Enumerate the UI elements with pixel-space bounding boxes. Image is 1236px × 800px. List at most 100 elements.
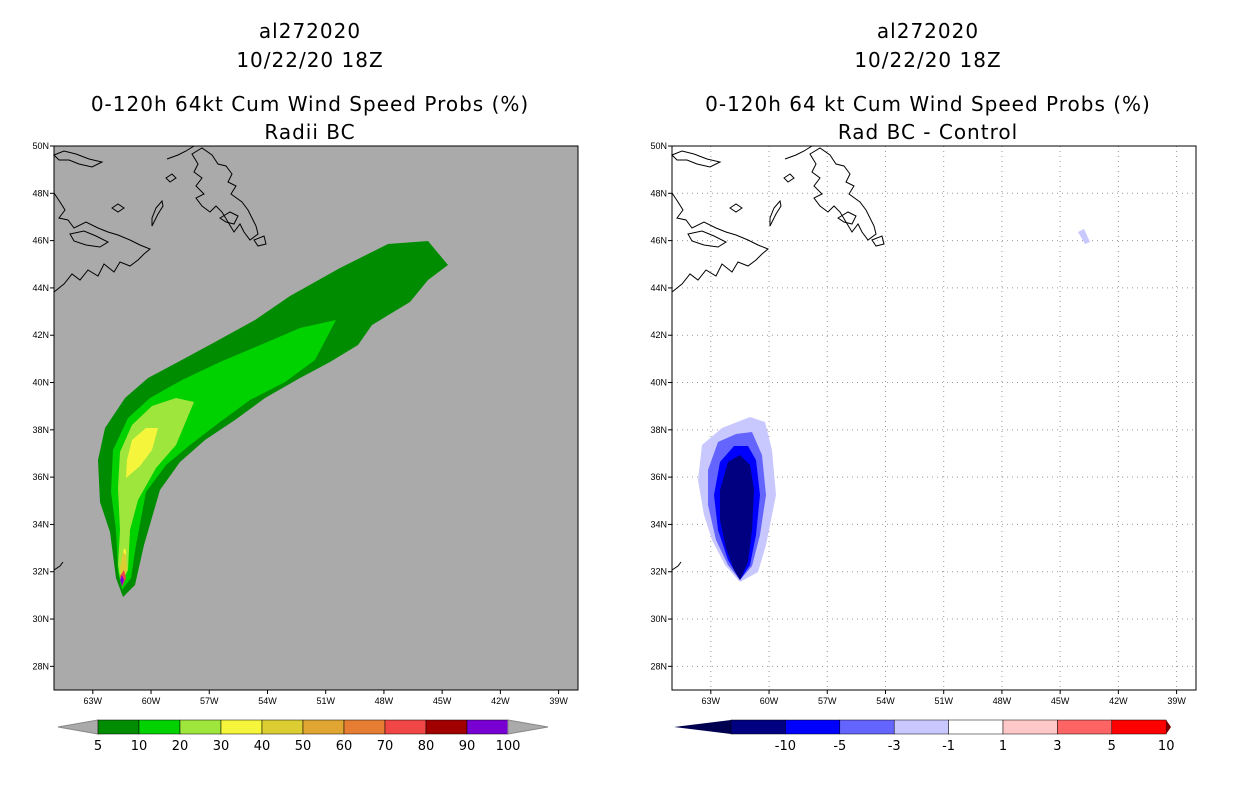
y-tick-label: 32N xyxy=(32,567,49,577)
x-tick-label: 60W xyxy=(142,696,161,706)
colorbar-swatch xyxy=(302,719,345,735)
probability-field xyxy=(98,241,448,597)
coastline-segment xyxy=(191,147,259,241)
y-tick-label: 42N xyxy=(32,330,49,340)
x-tick-label: 48W xyxy=(993,696,1012,706)
colorbar-label: 50 xyxy=(295,739,312,754)
colorbar: -10 -5 -3 -1 1 3 5 10 xyxy=(674,719,1175,754)
chart-subtitle: Rad BC - Control xyxy=(838,120,1018,144)
y-tick-label: 38N xyxy=(650,425,667,435)
date-label: 10/22/20 18Z xyxy=(236,48,383,72)
colorbar-swatch xyxy=(1111,719,1167,735)
colorbar-label: 90 xyxy=(459,739,476,754)
x-tick-label: 42W xyxy=(491,696,510,706)
colorbar-underflow xyxy=(674,720,731,734)
colorbar-swatch xyxy=(466,719,509,735)
y-tick-label: 36N xyxy=(32,472,49,482)
date-label: 10/22/20 18Z xyxy=(854,48,1001,72)
y-tick-label: 42N xyxy=(650,330,667,340)
y-tick-label: 50N xyxy=(32,141,49,151)
colorbar-label: 80 xyxy=(418,739,435,754)
colorbar-label: 10 xyxy=(131,739,148,754)
y-tick-label: 50N xyxy=(650,141,667,151)
map-frame xyxy=(53,145,579,691)
colorbar-swatch xyxy=(839,719,895,735)
contour-30 xyxy=(121,428,158,580)
coastline-segment xyxy=(783,173,795,183)
y-tick-label: 38N xyxy=(32,425,49,435)
x-tick-label: 45W xyxy=(433,696,452,706)
colorbar-label: 10 xyxy=(1158,739,1175,754)
map-background xyxy=(672,146,1196,690)
y-tick-label: 30N xyxy=(650,614,667,624)
y-tick-label: 46N xyxy=(650,236,667,246)
y-tick-label: 44N xyxy=(32,283,49,293)
colorbar-label: 100 xyxy=(496,739,521,754)
y-tick-label: 48N xyxy=(32,188,49,198)
coastline-segment xyxy=(219,211,239,225)
contour-90 xyxy=(120,575,124,586)
y-tick-label: 44N xyxy=(650,283,667,293)
y-tick-label: 34N xyxy=(32,519,49,529)
colorbar-swatch xyxy=(730,719,786,735)
map-frame xyxy=(671,145,1197,691)
colorbar-swatch xyxy=(425,719,468,735)
coastline xyxy=(53,145,267,571)
coastline-segment xyxy=(151,199,164,227)
x-tick-label: 39W xyxy=(549,696,568,706)
coastline-segment xyxy=(111,203,125,213)
y-tick-labels: 28N 30N 32N 34N 36N 38N 40N 42N 44N 46N 48N 50N xyxy=(32,141,54,671)
coastline-segment xyxy=(53,150,104,168)
y-tick-label: 32N xyxy=(650,567,667,577)
coastline-segment xyxy=(809,147,877,241)
x-tick-label: 63W xyxy=(84,696,103,706)
colorbar-label: 1 xyxy=(999,739,1007,754)
y-tick-label: 30N xyxy=(32,614,49,624)
x-tick-label: 54W xyxy=(258,696,277,706)
y-tick-label: 46N xyxy=(32,236,49,246)
x-tick-label: 54W xyxy=(876,696,895,706)
grid-lines xyxy=(672,145,1196,690)
coastline-segment xyxy=(837,211,857,225)
colorbar-label: -10 xyxy=(775,739,796,754)
x-tick-label: 39W xyxy=(1167,696,1186,706)
x-tick-label: 63W xyxy=(702,696,721,706)
contour-5 xyxy=(98,241,448,597)
colorbar-swatch xyxy=(1002,719,1058,735)
colorbar-swatch xyxy=(97,719,140,735)
y-tick-label: 28N xyxy=(32,661,49,671)
colorbar-swatch xyxy=(384,719,427,735)
colorbar-label: 40 xyxy=(254,739,271,754)
coastline-segment xyxy=(253,235,267,247)
colorbar-label: -3 xyxy=(888,739,901,754)
x-tick-label: 57W xyxy=(200,696,219,706)
chart-subtitle: Radii BC xyxy=(264,120,355,144)
colorbar-label: 5 xyxy=(1108,739,1116,754)
y-tick-label: 36N xyxy=(650,472,667,482)
x-tick-label: 60W xyxy=(760,696,779,706)
coastline-segment xyxy=(784,145,813,160)
storm-id: al272020 xyxy=(877,19,979,43)
coastline-segment xyxy=(53,192,151,293)
coastline-segment xyxy=(671,192,769,293)
coastline-segment xyxy=(769,199,782,227)
colorbar-label: 30 xyxy=(213,739,230,754)
colorbar-swatch xyxy=(261,719,304,735)
colorbar-swatch xyxy=(138,719,181,735)
y-tick-label: 48N xyxy=(650,188,667,198)
colorbar-label: 70 xyxy=(377,739,394,754)
colorbar-swatch xyxy=(179,719,222,735)
y-tick-labels: 28N 30N 32N 34N 36N 38N 40N 42N 44N 46N 48N 50N xyxy=(650,141,672,671)
x-tick-label: 57W xyxy=(818,696,837,706)
coastline xyxy=(671,145,885,571)
colorbar-swatch xyxy=(1057,719,1113,735)
colorbar-label: -1 xyxy=(942,739,955,754)
colorbar-overflow xyxy=(1166,720,1171,734)
y-tick-label: 40N xyxy=(32,378,49,388)
y-tick-label: 40N xyxy=(650,378,667,388)
x-tick-labels: 63W 60W 57W 54W 51W 48W 45W 42W 39W xyxy=(702,690,1186,706)
colorbar-swatch xyxy=(785,719,841,735)
storm-id: al272020 xyxy=(259,19,361,43)
colorbar-swatch xyxy=(220,719,263,735)
